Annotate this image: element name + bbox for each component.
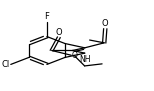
Text: O: O (102, 19, 109, 28)
Text: F: F (45, 12, 49, 21)
Text: O: O (55, 28, 62, 37)
Text: Cl: Cl (2, 60, 10, 69)
Text: O: O (72, 51, 78, 60)
Text: NH: NH (80, 55, 91, 64)
